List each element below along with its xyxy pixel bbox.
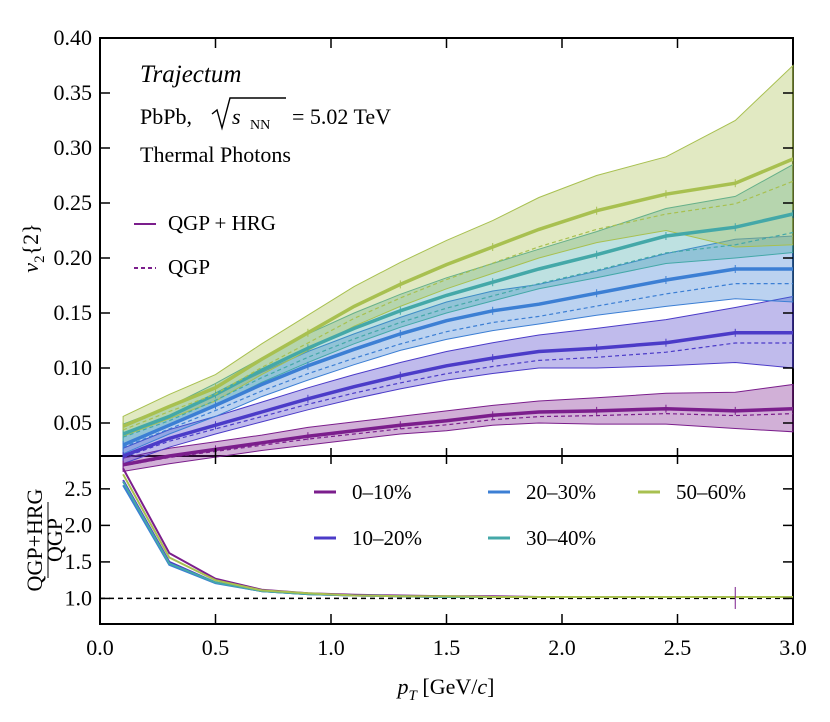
line-qgp-hrg-20-30	[122, 267, 793, 447]
line-qgp-hrg-0-10	[122, 406, 794, 467]
line-qgp-hrg-50-60	[122, 157, 794, 428]
top-ytick-label: 0.20	[54, 245, 93, 270]
line-qgp-0-10	[122, 412, 794, 467]
bottom-ytick-label: 1.0	[65, 585, 93, 610]
ratio-denominator: QGP	[42, 518, 67, 562]
ratio-line-50-60	[122, 473, 793, 598]
top-ytick-label: 0.25	[54, 190, 93, 215]
top-y-axis-label: v2{2}	[18, 223, 48, 272]
band-0-10	[122, 383, 794, 472]
system-label: PbPb, s NN = 5.02 TeV	[140, 97, 391, 133]
line-qgp-30-40	[122, 231, 794, 438]
line-qgp-10-20	[122, 342, 793, 459]
model-label: Trajectum	[140, 61, 241, 88]
legend-label-0-10: 0–10%	[352, 480, 412, 504]
line-qgp-hrg-30-40	[122, 212, 794, 436]
legend-label-10-20: 10–20%	[352, 526, 422, 550]
x-label-c: c	[477, 674, 487, 699]
y-label-tail: {2}	[18, 223, 43, 255]
legend-label-30-40: 30–40%	[526, 526, 596, 550]
y-label-v: v	[18, 263, 43, 273]
top-ytick-label: 0.40	[54, 25, 93, 50]
bottom-ytick-label: 1.5	[65, 549, 93, 574]
top-ytick-label: 0.10	[54, 355, 93, 380]
bottom-lines	[100, 467, 793, 609]
centrality-legend: 0–10% 20–30% 50–60% 10–20% 30–40%	[314, 480, 746, 550]
x-axis-label: pT [GeV/c]	[396, 674, 495, 704]
xtick-label: 2.0	[548, 635, 576, 660]
legend-label-50-60: 50–60%	[676, 480, 746, 504]
top-ytick-label: 0.15	[54, 300, 93, 325]
top-lines	[122, 155, 794, 469]
xtick-label: 3.0	[779, 635, 807, 660]
photons-label: Thermal Photons	[140, 142, 291, 167]
line-qgp-hrg-10-20	[122, 331, 793, 458]
y-label-sub: 2	[32, 255, 48, 263]
axis-ticks: 0.05 0.10 0.15 0.20 0.25 0.30 0.35 0.40 1.0 1.5 2.…	[54, 25, 807, 660]
x-label-tail: [GeV/	[417, 674, 478, 699]
s-label: s	[232, 104, 241, 129]
legend-label-20-30: 20–30%	[526, 480, 596, 504]
xtick-label: 0.0	[86, 635, 114, 660]
bottom-ytick-label: 2.5	[65, 476, 93, 501]
bottom-ytick-label: 2.0	[65, 512, 93, 537]
system-prefix: PbPb,	[140, 104, 192, 129]
top-ytick-label: 0.35	[54, 80, 93, 105]
style-legend-solid-label: QGP + HRG	[168, 211, 276, 235]
xtick-label: 0.5	[202, 635, 230, 660]
energy-label: = 5.02 TeV	[292, 104, 391, 129]
x-label-close: ]	[487, 674, 494, 699]
xtick-label: 1.0	[317, 635, 345, 660]
line-qgp-50-60	[122, 180, 794, 431]
sqrt-sign	[211, 97, 286, 131]
x-label-sub: T	[409, 688, 419, 704]
top-ytick-label: 0.05	[54, 410, 93, 435]
line-qgp-20-30	[122, 283, 793, 448]
xtick-label: 2.5	[664, 635, 692, 660]
bottom-y-axis-label: QGP+HRG QGP	[22, 488, 67, 591]
x-label-p: p	[396, 674, 409, 699]
nn-sub: NN	[250, 118, 270, 133]
style-legend-dashed-label: QGP	[168, 255, 210, 279]
top-ytick-label: 0.30	[54, 135, 93, 160]
band-20-30	[122, 235, 794, 455]
band-30-40	[122, 163, 794, 445]
xtick-label: 1.5	[433, 635, 461, 660]
ratio-numerator: QGP+HRG	[22, 488, 47, 591]
